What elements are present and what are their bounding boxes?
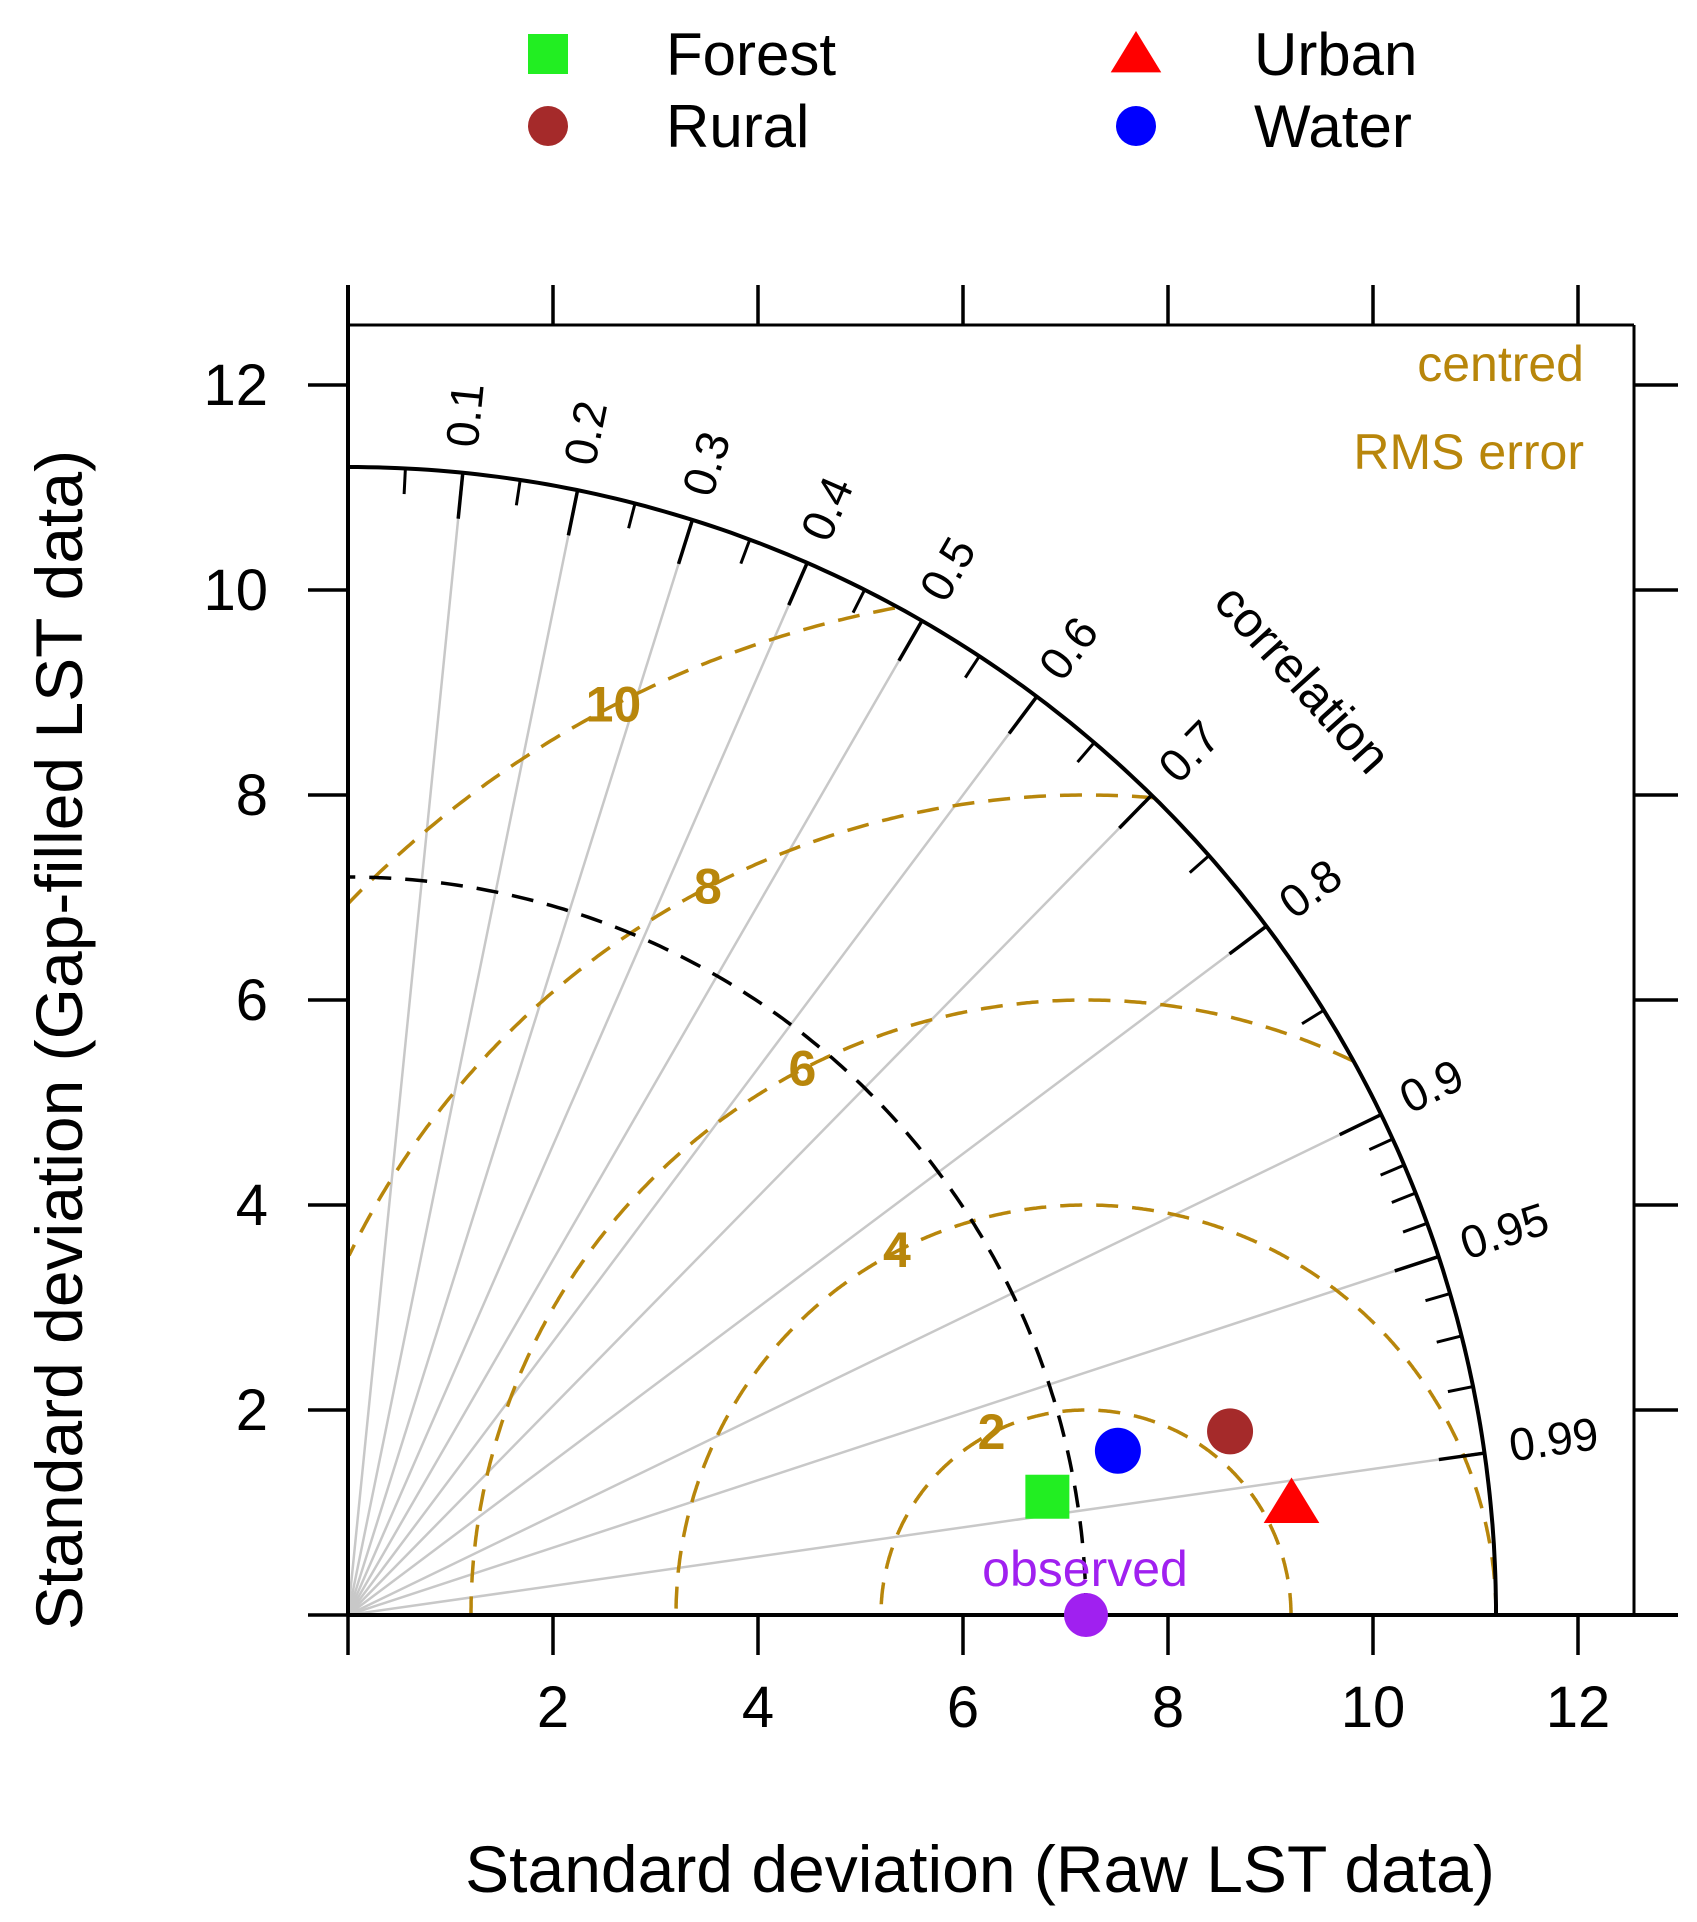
correlation-label-0.7: 0.7 bbox=[1148, 710, 1230, 792]
correlation-label-0.2: 0.2 bbox=[553, 396, 617, 469]
correlation-arc: 0.1 0.2 0.3 0.4 0.5 0.6 0.7 0.8 0.9 0.95 0.99 bbox=[348, 381, 1602, 1615]
x-tick-label-8: 8 bbox=[1152, 1675, 1184, 1740]
correlation-minor-tick bbox=[1402, 1221, 1428, 1234]
x-axis-title: Standard deviation (Raw LST data) bbox=[465, 1832, 1495, 1906]
correlation-outer-arc bbox=[348, 465, 1498, 1615]
correlation-ray-0.99 bbox=[347, 1451, 1485, 1617]
correlation-label-0.99: 0.99 bbox=[1506, 1407, 1602, 1471]
x-tick-label-2: 2 bbox=[537, 1675, 569, 1740]
y-tick-label-4: 4 bbox=[236, 1173, 268, 1238]
correlation-ray-0.6 bbox=[347, 695, 1038, 1616]
legend-marker-urban bbox=[1110, 31, 1162, 73]
correlation-minor-tick bbox=[1076, 741, 1096, 764]
correlation-minor-tick bbox=[1436, 1334, 1462, 1344]
legend-label-urban: Urban bbox=[1254, 21, 1417, 88]
rms-title-line1: centred bbox=[1417, 336, 1584, 392]
rms-label-8: 8 bbox=[694, 858, 722, 914]
data-points bbox=[1025, 1408, 1320, 1637]
x-tick-label-4: 4 bbox=[742, 1675, 774, 1740]
correlation-major-tick-0.99 bbox=[1438, 1451, 1485, 1462]
correlation-label-0.9: 0.9 bbox=[1391, 1049, 1471, 1124]
correlation-major-tick-0.8 bbox=[1228, 924, 1268, 956]
correlation-label-0.8: 0.8 bbox=[1269, 849, 1351, 929]
legend-marker-rural bbox=[528, 106, 568, 146]
correlation-ray-0.7 bbox=[347, 794, 1153, 1616]
x-tick-label-10: 10 bbox=[1341, 1675, 1406, 1740]
correlation-minor-tick bbox=[1188, 854, 1210, 874]
correlation-minor-tick bbox=[627, 503, 637, 529]
observed-sd-arc bbox=[348, 875, 1088, 1615]
rms-title-line2: RMS error bbox=[1353, 424, 1584, 480]
reference-sd-arc bbox=[348, 875, 1088, 1615]
correlation-major-tick-0.9 bbox=[1338, 1113, 1382, 1137]
correlation-minor-tick bbox=[1391, 1191, 1417, 1204]
correlation-minor-tick bbox=[1447, 1385, 1474, 1394]
rms-label-6: 6 bbox=[789, 1040, 817, 1096]
correlation-label-0.1: 0.1 bbox=[436, 381, 494, 450]
correlation-ray-0.9 bbox=[347, 1113, 1382, 1617]
rms-contour-6 bbox=[469, 998, 1354, 1615]
point-forest bbox=[1025, 1474, 1070, 1519]
legend-label-forest: Forest bbox=[666, 21, 836, 88]
correlation-minor-tick bbox=[1368, 1137, 1394, 1152]
rms-label-2: 2 bbox=[978, 1404, 1006, 1460]
correlation-label-0.95: 0.95 bbox=[1454, 1192, 1555, 1269]
legend-marker-forest bbox=[528, 34, 568, 74]
correlation-ray-0.3 bbox=[346, 519, 694, 1616]
correlation-label-0.4: 0.4 bbox=[790, 469, 863, 548]
y-tick-label-8: 8 bbox=[236, 763, 268, 828]
correlation-major-tick-0.4 bbox=[787, 562, 809, 606]
correlation-minor-tick bbox=[851, 589, 866, 614]
legend-marker-water bbox=[1116, 106, 1156, 146]
rms-contours: 2 4 6 8 10 bbox=[347, 606, 1498, 1615]
correlation-ray-0.95 bbox=[347, 1255, 1439, 1617]
correlation-label-0.5: 0.5 bbox=[909, 528, 986, 609]
y-tick-label-6: 6 bbox=[236, 968, 268, 1033]
correlation-major-tick-0.95 bbox=[1394, 1254, 1440, 1273]
x-tick-label-6: 6 bbox=[947, 1675, 979, 1740]
correlation-major-tick-0.1 bbox=[456, 472, 465, 519]
correlation-label-0.6: 0.6 bbox=[1028, 607, 1108, 689]
rms-label-10: 10 bbox=[586, 676, 642, 732]
rms-label-4: 4 bbox=[883, 1222, 911, 1278]
correlation-major-tick-0.3 bbox=[676, 519, 695, 565]
correlation-ray-0.8 bbox=[347, 925, 1268, 1617]
x-tick-label-12: 12 bbox=[1546, 1675, 1611, 1740]
correlation-ray-0.2 bbox=[346, 489, 579, 1616]
correlation-minor-tick bbox=[739, 539, 752, 565]
correlation-ray-0.4 bbox=[346, 562, 809, 1616]
correlation-minor-tick bbox=[1425, 1292, 1451, 1303]
correlation-label-0.3: 0.3 bbox=[672, 425, 741, 502]
rms-contour-10 bbox=[347, 606, 896, 905]
observed-point bbox=[1064, 1593, 1108, 1637]
correlation-major-tick-0.5 bbox=[897, 619, 924, 662]
correlation-title: correlation bbox=[1204, 573, 1402, 784]
axes: 2 4 6 8 10 12 2 4 6 8 10 12 bbox=[203, 285, 1678, 1740]
correlation-major-tick-0.7 bbox=[1118, 793, 1153, 830]
observed-label: observed bbox=[982, 1541, 1188, 1597]
correlation-minor-tick bbox=[514, 479, 522, 506]
point-water bbox=[1094, 1427, 1141, 1474]
correlation-ray-0.5 bbox=[346, 620, 924, 1616]
rms-contour-8 bbox=[347, 793, 1155, 1257]
correlation-minor-tick bbox=[1379, 1163, 1405, 1177]
correlation-ray-0.1 bbox=[346, 472, 465, 1616]
correlation-minor-tick bbox=[402, 468, 407, 495]
legend-label-water: Water bbox=[1254, 93, 1412, 160]
correlation-major-tick-0.6 bbox=[1007, 695, 1039, 735]
y-tick-label-2: 2 bbox=[236, 1378, 268, 1443]
correlation-minor-tick bbox=[1301, 1008, 1325, 1026]
point-urban bbox=[1263, 1477, 1320, 1524]
legend-label-rural: Rural bbox=[666, 93, 809, 160]
y-axis-title: Standard deviation (Gap-filled LST data) bbox=[22, 450, 96, 1630]
correlation-rays bbox=[346, 472, 1485, 1617]
correlation-minor-tick bbox=[964, 655, 981, 679]
point-rural bbox=[1207, 1408, 1254, 1455]
y-tick-label-10: 10 bbox=[203, 558, 268, 623]
y-tick-label-12: 12 bbox=[203, 353, 268, 418]
correlation-major-tick-0.2 bbox=[566, 489, 580, 536]
